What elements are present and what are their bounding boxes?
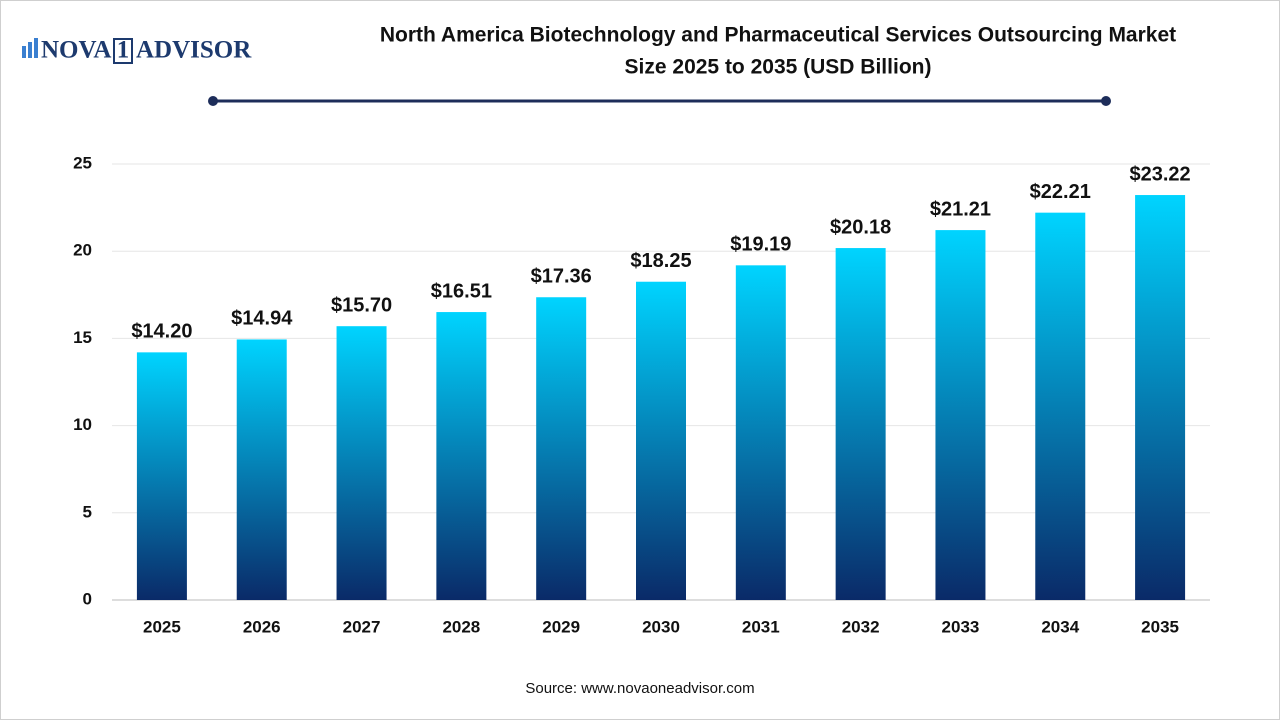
y-tick-label: 10 xyxy=(73,415,92,434)
y-tick-label: 15 xyxy=(73,328,92,347)
bar xyxy=(835,248,886,601)
value-label: $18.25 xyxy=(630,250,691,272)
value-label: $23.22 xyxy=(1130,163,1191,185)
x-tick-label: 2035 xyxy=(1141,617,1179,636)
bar xyxy=(1135,195,1186,600)
logo-bar xyxy=(28,42,32,58)
x-tick-label: 2034 xyxy=(1041,617,1079,636)
x-tick-label: 2029 xyxy=(542,617,580,636)
value-label: $16.51 xyxy=(431,280,492,302)
y-tick-label: 25 xyxy=(73,153,92,172)
x-tick-label: 2027 xyxy=(343,617,381,636)
value-label: $19.19 xyxy=(730,234,791,256)
value-label: $17.36 xyxy=(531,266,592,288)
x-tick-label: 2026 xyxy=(243,617,281,636)
value-label: $22.21 xyxy=(1030,181,1091,203)
separator-dot xyxy=(1101,96,1111,106)
y-tick-label: 20 xyxy=(73,241,92,260)
logo-mark: 1 xyxy=(117,37,130,64)
value-label: $14.20 xyxy=(131,321,192,343)
chart-title: Size 2025 to 2035 (USD Billion) xyxy=(625,56,932,79)
bar xyxy=(336,326,387,600)
logo-box xyxy=(113,38,133,64)
logo: NOVA 1 ADVISOR xyxy=(22,37,252,64)
value-label: $20.18 xyxy=(830,216,891,238)
value-label: $15.70 xyxy=(331,294,392,316)
y-tick-label: 0 xyxy=(83,589,92,608)
x-tick-label: 2033 xyxy=(942,617,980,636)
bar xyxy=(436,312,487,600)
bar xyxy=(735,265,786,600)
separator-dot xyxy=(208,96,218,106)
x-tick-label: 2032 xyxy=(842,617,880,636)
x-tick-label: 2025 xyxy=(143,617,181,636)
logo-text: ADVISOR xyxy=(136,37,252,64)
source: Source: www.novaoneadvisor.com xyxy=(525,680,754,697)
bar xyxy=(636,281,686,600)
value-label: $14.94 xyxy=(231,308,293,330)
bar xyxy=(536,297,587,600)
logo-text: NOVA xyxy=(41,37,111,64)
logo-bar xyxy=(22,46,26,58)
bar xyxy=(236,339,287,600)
y-tick-label: 5 xyxy=(83,502,92,521)
bar xyxy=(935,230,986,600)
chart-title: North America Biotechnology and Pharmace… xyxy=(380,24,1176,47)
x-tick-label: 2028 xyxy=(442,617,480,636)
value-label: $21.21 xyxy=(930,198,991,220)
logo-bar xyxy=(34,38,38,58)
x-tick-label: 2030 xyxy=(642,617,680,636)
bar xyxy=(136,352,187,600)
bar xyxy=(1035,212,1086,600)
x-tick-label: 2031 xyxy=(742,617,780,636)
